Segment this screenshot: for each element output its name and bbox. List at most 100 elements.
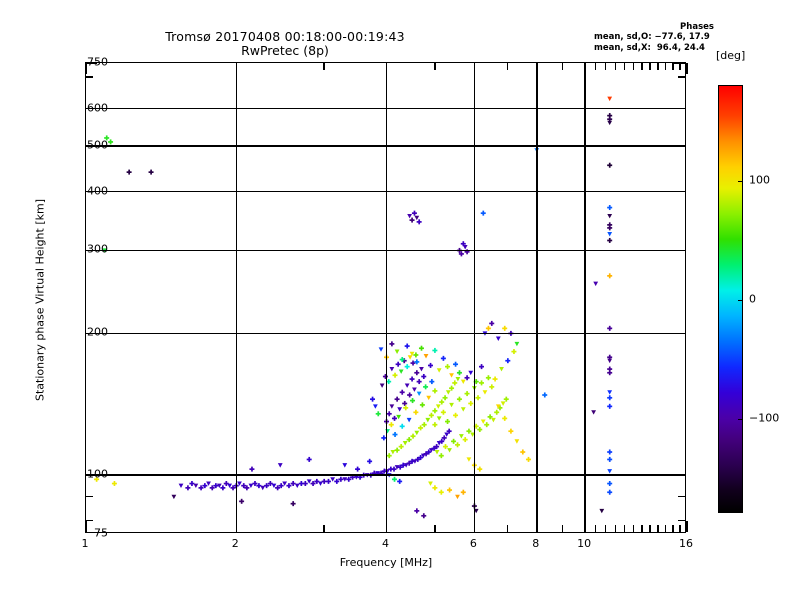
x-axis-tick — [664, 525, 667, 532]
x-axis-tick — [641, 525, 643, 532]
scatter-point — [436, 416, 442, 421]
scatter-point — [396, 414, 402, 420]
y-axis-tick — [86, 474, 97, 476]
scatter-point — [438, 453, 444, 459]
scatter-point — [593, 281, 599, 287]
scatter-point — [607, 222, 613, 228]
scatter-point — [428, 481, 433, 486]
scatter-point — [482, 390, 488, 395]
y-axis-tick — [674, 190, 685, 193]
scatter-point — [432, 422, 438, 428]
scatter-point — [447, 487, 453, 493]
y-axis-tick-label: 400 — [87, 184, 108, 198]
scatter-point — [275, 485, 281, 491]
scatter-point — [412, 387, 417, 392]
x-axis-tick — [657, 63, 659, 70]
scatter-point — [407, 392, 413, 398]
x-axis-tick — [473, 521, 476, 532]
scatter-point — [489, 384, 495, 390]
x-axis-tick — [323, 525, 325, 532]
scatter-point — [505, 358, 511, 364]
gridline-vertical — [584, 63, 586, 532]
scatter-point — [355, 466, 361, 472]
scatter-point — [94, 476, 100, 482]
scatter-point — [464, 375, 470, 381]
scatter-point — [185, 485, 191, 491]
x-axis-tick — [632, 63, 635, 70]
scatter-point — [381, 468, 387, 474]
scatter-point — [198, 485, 204, 491]
gridline-horizontal — [86, 190, 685, 193]
scatter-point — [478, 364, 484, 370]
x-axis-tick — [385, 521, 388, 532]
scatter-point — [406, 460, 412, 466]
scatter-point — [375, 411, 381, 417]
scatter-point — [286, 483, 292, 489]
x-axis-tick — [561, 525, 563, 532]
scatter-point — [487, 414, 493, 420]
x-axis-tick — [605, 525, 607, 532]
gridline-horizontal — [86, 107, 685, 110]
scatter-point — [202, 483, 208, 489]
scatter-point — [397, 464, 403, 470]
scatter-point — [378, 347, 384, 352]
x-axis-tick — [235, 63, 237, 74]
scatter-point — [148, 169, 154, 175]
scatter-point — [451, 438, 457, 444]
scatter-point — [241, 483, 247, 489]
x-axis-tick — [323, 63, 325, 70]
colorbar-unit-label: [deg] — [716, 49, 746, 62]
scatter-point — [468, 400, 474, 406]
scatter-point — [418, 345, 424, 351]
x-axis-tick — [584, 63, 586, 74]
y-axis-tick-label: 300 — [87, 242, 108, 256]
scatter-point — [480, 210, 486, 216]
scatter-point — [390, 449, 396, 455]
scatter-point — [249, 466, 255, 472]
scatter-point — [445, 390, 451, 395]
scatter-point — [391, 415, 397, 421]
scatter-point — [497, 405, 503, 411]
scatter-point — [321, 478, 327, 484]
scatter-point — [412, 459, 418, 464]
x-axis-tick — [507, 63, 509, 70]
scatter-point — [452, 380, 458, 386]
scatter-point — [478, 380, 484, 386]
x-axis-tick-label: 8 — [532, 537, 540, 550]
scatter-point — [409, 458, 415, 464]
y-axis-tick — [678, 496, 685, 498]
scatter-point — [427, 362, 433, 368]
scatter-point — [421, 422, 427, 428]
x-axis-tick-label: 16 — [679, 537, 693, 550]
scatter-point — [434, 449, 440, 455]
x-axis-tick — [679, 63, 681, 70]
y-axis-tick-label: 500 — [87, 138, 108, 152]
scatter-point — [399, 357, 405, 363]
y-axis-tick — [674, 107, 685, 110]
scatter-point — [413, 409, 419, 415]
scatter-point — [462, 437, 468, 443]
scatter-point — [607, 232, 613, 237]
scatter-point — [404, 383, 410, 388]
x-axis-tick — [594, 63, 597, 70]
scatter-point — [495, 404, 501, 409]
scatter-point — [420, 453, 426, 459]
scatter-point — [267, 481, 273, 487]
scatter-point — [237, 481, 242, 486]
scatter-point — [403, 463, 409, 468]
scatter-point — [485, 325, 491, 331]
scatter-point — [607, 273, 613, 279]
scatter-point — [397, 407, 403, 412]
scatter-point — [379, 383, 385, 388]
scatter-point — [401, 358, 407, 364]
scatter-point — [435, 404, 441, 409]
scatter-point — [607, 481, 613, 487]
scatter-point — [338, 476, 344, 482]
scatter-point — [421, 513, 427, 519]
x-axis-tick-label: 4 — [382, 537, 389, 550]
scatter-point — [607, 354, 613, 360]
scatter-point — [466, 457, 472, 462]
scatter-point — [454, 442, 460, 448]
scatter-point — [607, 96, 613, 102]
scatter-point — [432, 388, 438, 394]
